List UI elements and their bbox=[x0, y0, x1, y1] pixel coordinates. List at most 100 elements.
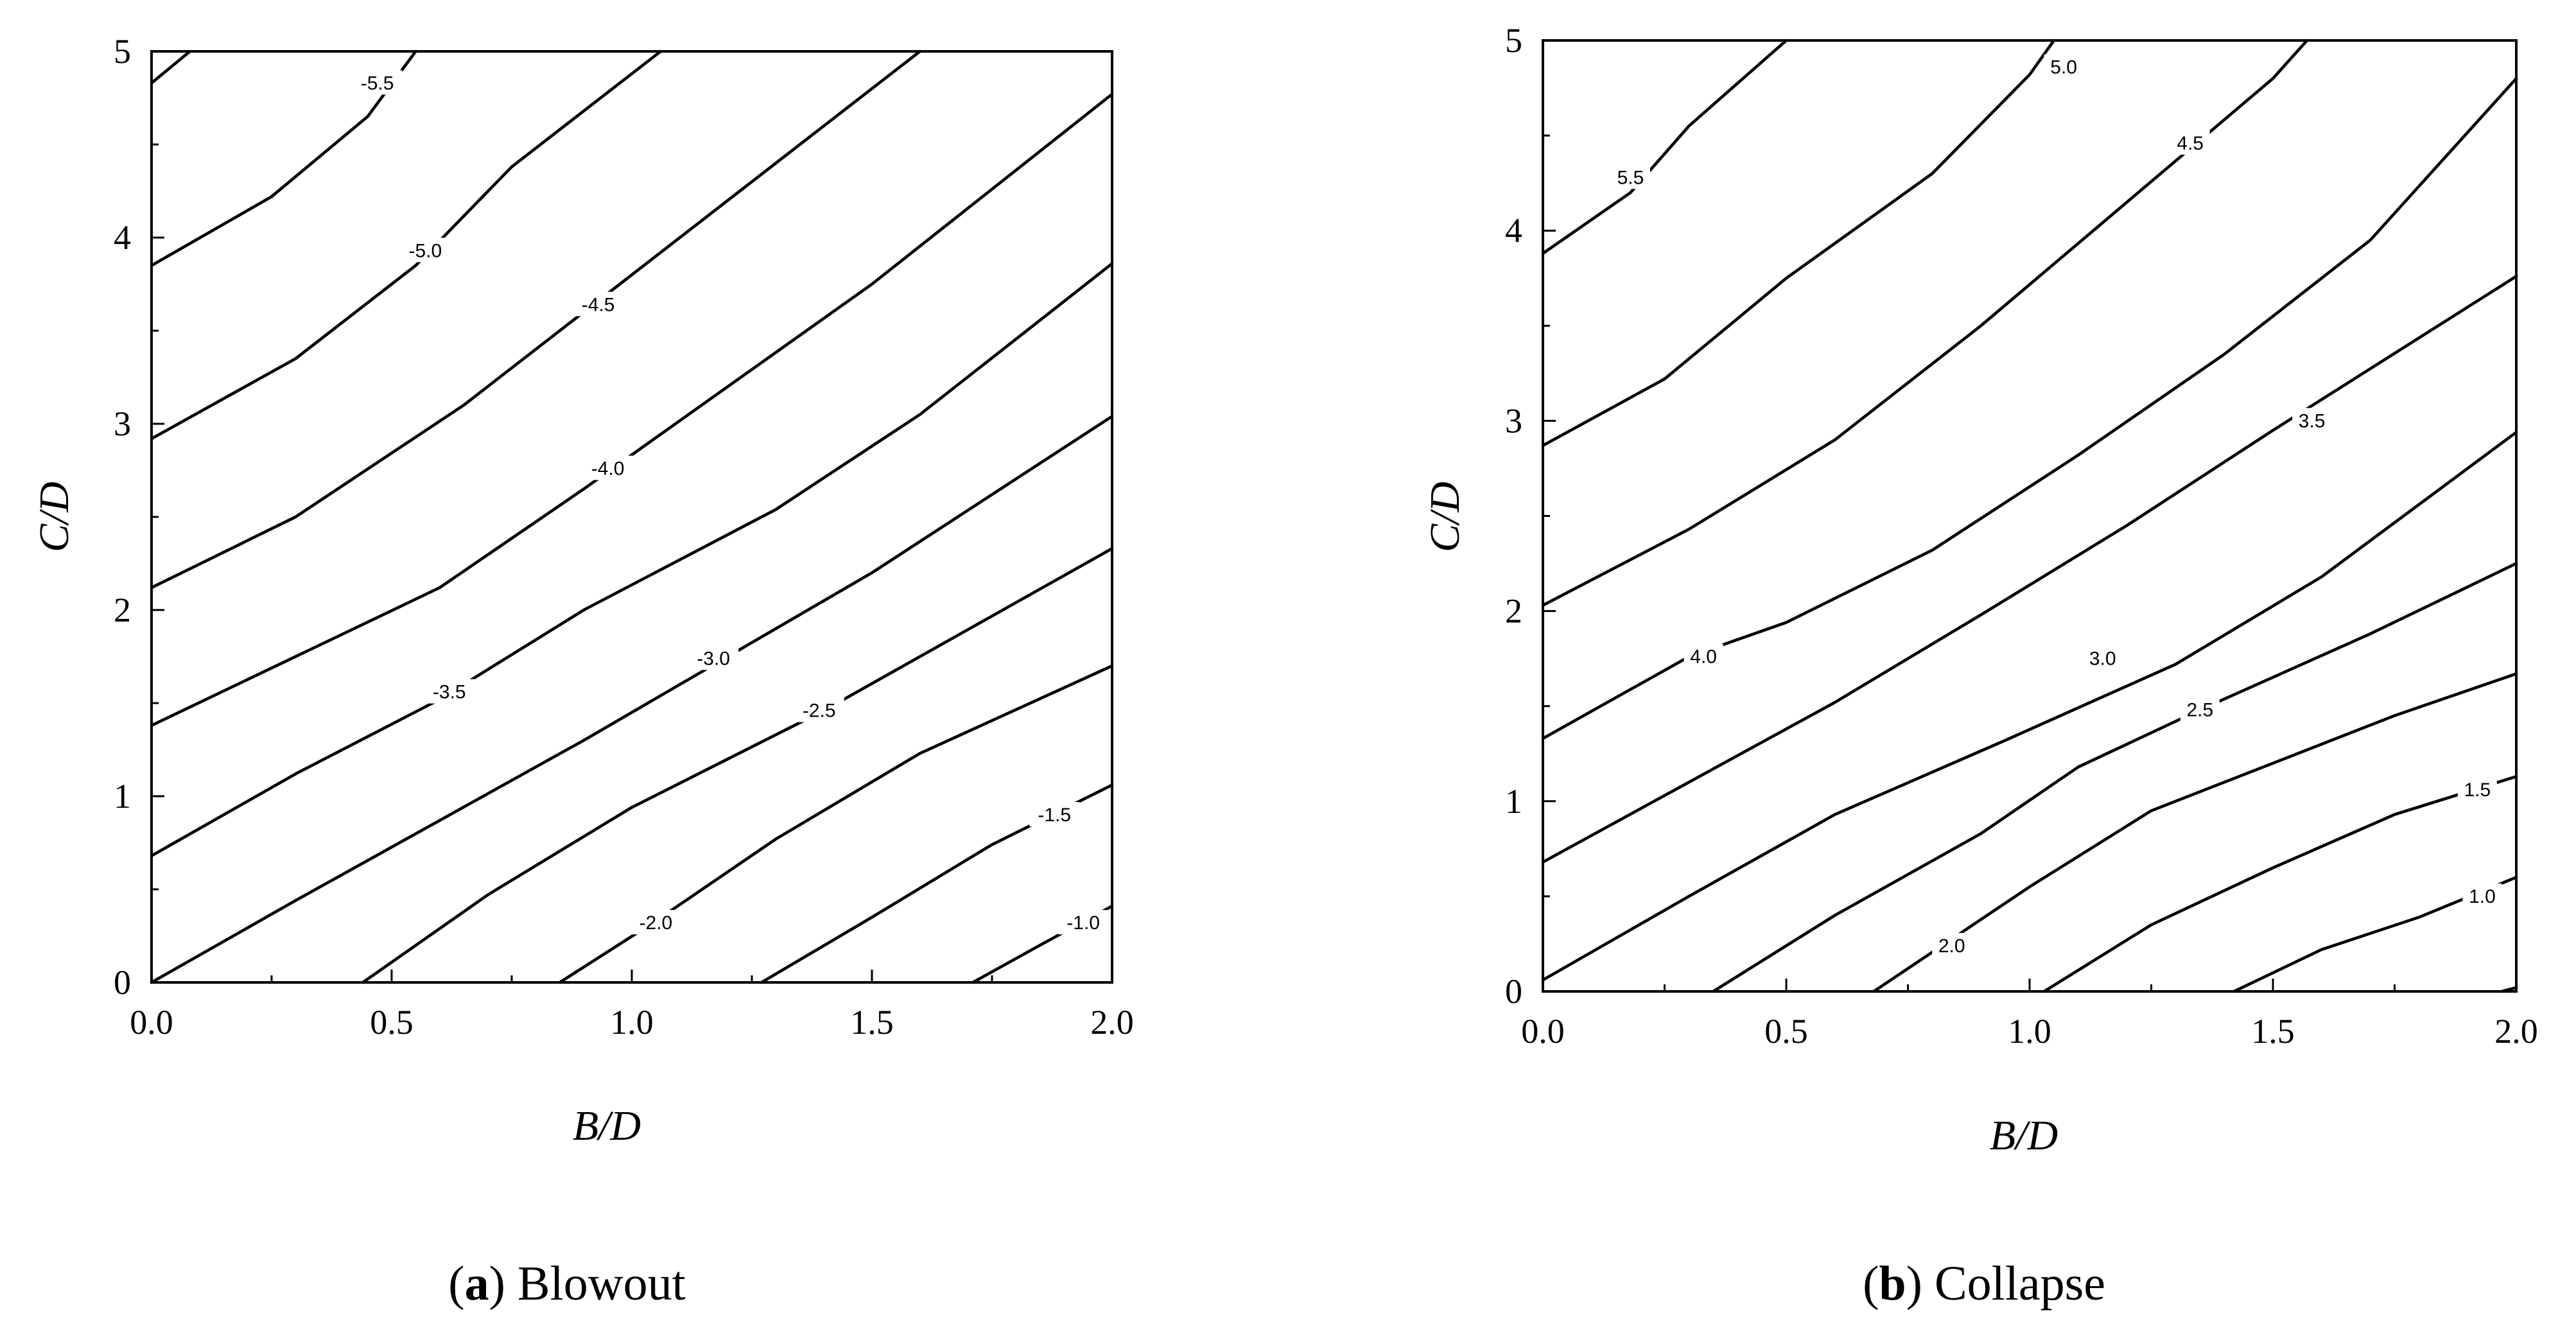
contour-label-background bbox=[573, 292, 623, 317]
contour-label-background bbox=[1932, 932, 1972, 957]
contour-label: -4.0 bbox=[591, 458, 625, 480]
contour-label-background bbox=[424, 679, 474, 704]
contour-label-background bbox=[2044, 54, 2084, 79]
y-tick-label: 2 bbox=[1505, 592, 1522, 631]
contour-label-background bbox=[2457, 777, 2497, 802]
y-tick-label: 0 bbox=[1505, 972, 1522, 1011]
x-tick-label-group: 0.0 0.5 1.0 1.5 2.0 bbox=[130, 1003, 1134, 1041]
y-tick-label: 5 bbox=[1505, 21, 1522, 60]
contour-line bbox=[150, 262, 1114, 858]
contour-label: 5.0 bbox=[2050, 57, 2077, 78]
contour-label: -5.0 bbox=[409, 240, 442, 261]
tick-group bbox=[150, 50, 1113, 984]
x-tick-label: 0.5 bbox=[1764, 1012, 1808, 1050]
y-tick-label: 1 bbox=[114, 777, 131, 815]
contour-line bbox=[1541, 39, 2309, 607]
contour-label-background bbox=[1610, 164, 1650, 189]
x-tick-label: 0.0 bbox=[130, 1003, 173, 1041]
caption-letter: b bbox=[1879, 1257, 1906, 1311]
contour-line bbox=[1541, 39, 1788, 255]
x-tick-label: 0.5 bbox=[370, 1003, 413, 1041]
contour-label: -3.0 bbox=[697, 648, 730, 669]
contour-label: -4.5 bbox=[582, 294, 615, 315]
contour-label-group: 1.0 1.5 2.0 2.5 3.0 3.5 4.0 4.5 5.0 5.5 bbox=[1610, 54, 2502, 957]
x-tick-label: 1.5 bbox=[2251, 1012, 2295, 1050]
contour-label-background bbox=[352, 70, 403, 95]
contour-label-background bbox=[1029, 802, 1080, 826]
contour-group bbox=[1541, 39, 2518, 993]
x-tick-label: 2.0 bbox=[2494, 1012, 2538, 1050]
plot-frame bbox=[1542, 39, 2518, 993]
x-axis-label: B/D bbox=[1990, 1112, 2058, 1159]
contour-line bbox=[2500, 986, 2518, 993]
contour-label-background bbox=[2462, 883, 2502, 908]
tick-group bbox=[1542, 39, 2518, 993]
y-tick-label: 4 bbox=[1505, 211, 1522, 250]
contour-label-background bbox=[2170, 130, 2210, 155]
contour-line bbox=[1541, 430, 2518, 982]
contour-line bbox=[150, 415, 1114, 984]
panel-blowout: -1.0 -1.5 -2.0 -2.5 -3.0 -3.5 -4.0 -4.5 -5.0 -5.5… bbox=[31, 32, 1134, 1311]
contour-label: 1.5 bbox=[2464, 780, 2491, 801]
contour-label-background bbox=[582, 455, 633, 480]
y-tick-label: 4 bbox=[114, 218, 131, 257]
contour-label: 4.5 bbox=[2177, 133, 2204, 154]
contour-label: -1.0 bbox=[1066, 912, 1100, 934]
y-tick-label: 3 bbox=[114, 405, 131, 443]
y-axis-label: C/D bbox=[31, 482, 78, 552]
contour-line bbox=[150, 92, 1114, 728]
contour-line bbox=[1541, 76, 2518, 740]
panel-caption: (b) Collapse bbox=[1863, 1257, 2105, 1311]
contour-line bbox=[150, 49, 922, 589]
contour-label-background bbox=[1684, 643, 1723, 668]
contour-label: 4.0 bbox=[1690, 647, 1717, 668]
contour-label: 2.5 bbox=[2186, 700, 2213, 721]
contour-label: 5.5 bbox=[1617, 167, 1644, 188]
x-tick-label-group: 0.0 0.5 1.0 1.5 2.0 bbox=[1521, 1012, 2538, 1050]
contour-label-background bbox=[631, 910, 681, 935]
contour-label: 1.0 bbox=[2469, 886, 2496, 907]
contour-label-background bbox=[1058, 910, 1109, 935]
contour-label-group: -1.0 -1.5 -2.0 -2.5 -3.0 -3.5 -4.0 -4.5 -5.0 -5.5 bbox=[352, 70, 1109, 935]
x-tick-label: 1.5 bbox=[850, 1003, 894, 1041]
contour-line bbox=[361, 547, 1114, 984]
contour-line bbox=[2042, 775, 2518, 993]
y-tick-label: 3 bbox=[1505, 401, 1522, 440]
contour-label: 3.5 bbox=[2299, 410, 2326, 431]
y-axis-label: C/D bbox=[1422, 482, 1468, 552]
x-tick-label: 0.0 bbox=[1521, 1012, 1565, 1050]
contour-group bbox=[150, 49, 1114, 984]
contour-line bbox=[1541, 39, 2056, 448]
caption-text: Blowout bbox=[518, 1257, 686, 1311]
contour-label-background bbox=[400, 238, 451, 263]
x-axis-label: B/D bbox=[573, 1102, 641, 1149]
contour-label-background bbox=[2083, 645, 2123, 670]
contour-line bbox=[150, 49, 663, 440]
y-tick-label: 1 bbox=[1505, 782, 1522, 821]
contour-line bbox=[1712, 562, 2518, 993]
contour-label: -2.0 bbox=[640, 912, 673, 934]
y-tick-label: 2 bbox=[114, 591, 131, 629]
y-tick-label: 5 bbox=[114, 32, 131, 71]
contour-line bbox=[1541, 275, 2518, 864]
y-tick-label-group: 0 1 2 3 4 5 bbox=[114, 32, 131, 1002]
x-tick-label: 1.0 bbox=[610, 1003, 654, 1041]
contour-line bbox=[150, 49, 192, 85]
contour-label-background bbox=[2180, 697, 2220, 722]
contour-label: 3.0 bbox=[2089, 649, 2116, 670]
contour-line bbox=[558, 664, 1114, 984]
y-tick-label-group: 0 1 2 3 4 5 bbox=[1505, 21, 1522, 1011]
contour-label: -3.5 bbox=[433, 682, 466, 703]
contour-label-background bbox=[688, 645, 739, 670]
caption-letter: a bbox=[465, 1257, 489, 1311]
contour-label: -1.5 bbox=[1038, 805, 1071, 826]
contour-label: 2.0 bbox=[1938, 936, 1965, 957]
x-tick-label: 1.0 bbox=[2008, 1012, 2051, 1050]
contour-label-background bbox=[2292, 408, 2332, 433]
panel-collapse: 1.0 1.5 2.0 2.5 3.0 3.5 4.0 4.5 5.0 5.5 0.0 0.5 1.0… bbox=[1422, 21, 2538, 1311]
y-tick-label: 0 bbox=[114, 963, 131, 1002]
contour-label-background bbox=[794, 697, 844, 722]
contour-line bbox=[1872, 672, 2518, 993]
contour-label: -2.5 bbox=[803, 701, 836, 722]
